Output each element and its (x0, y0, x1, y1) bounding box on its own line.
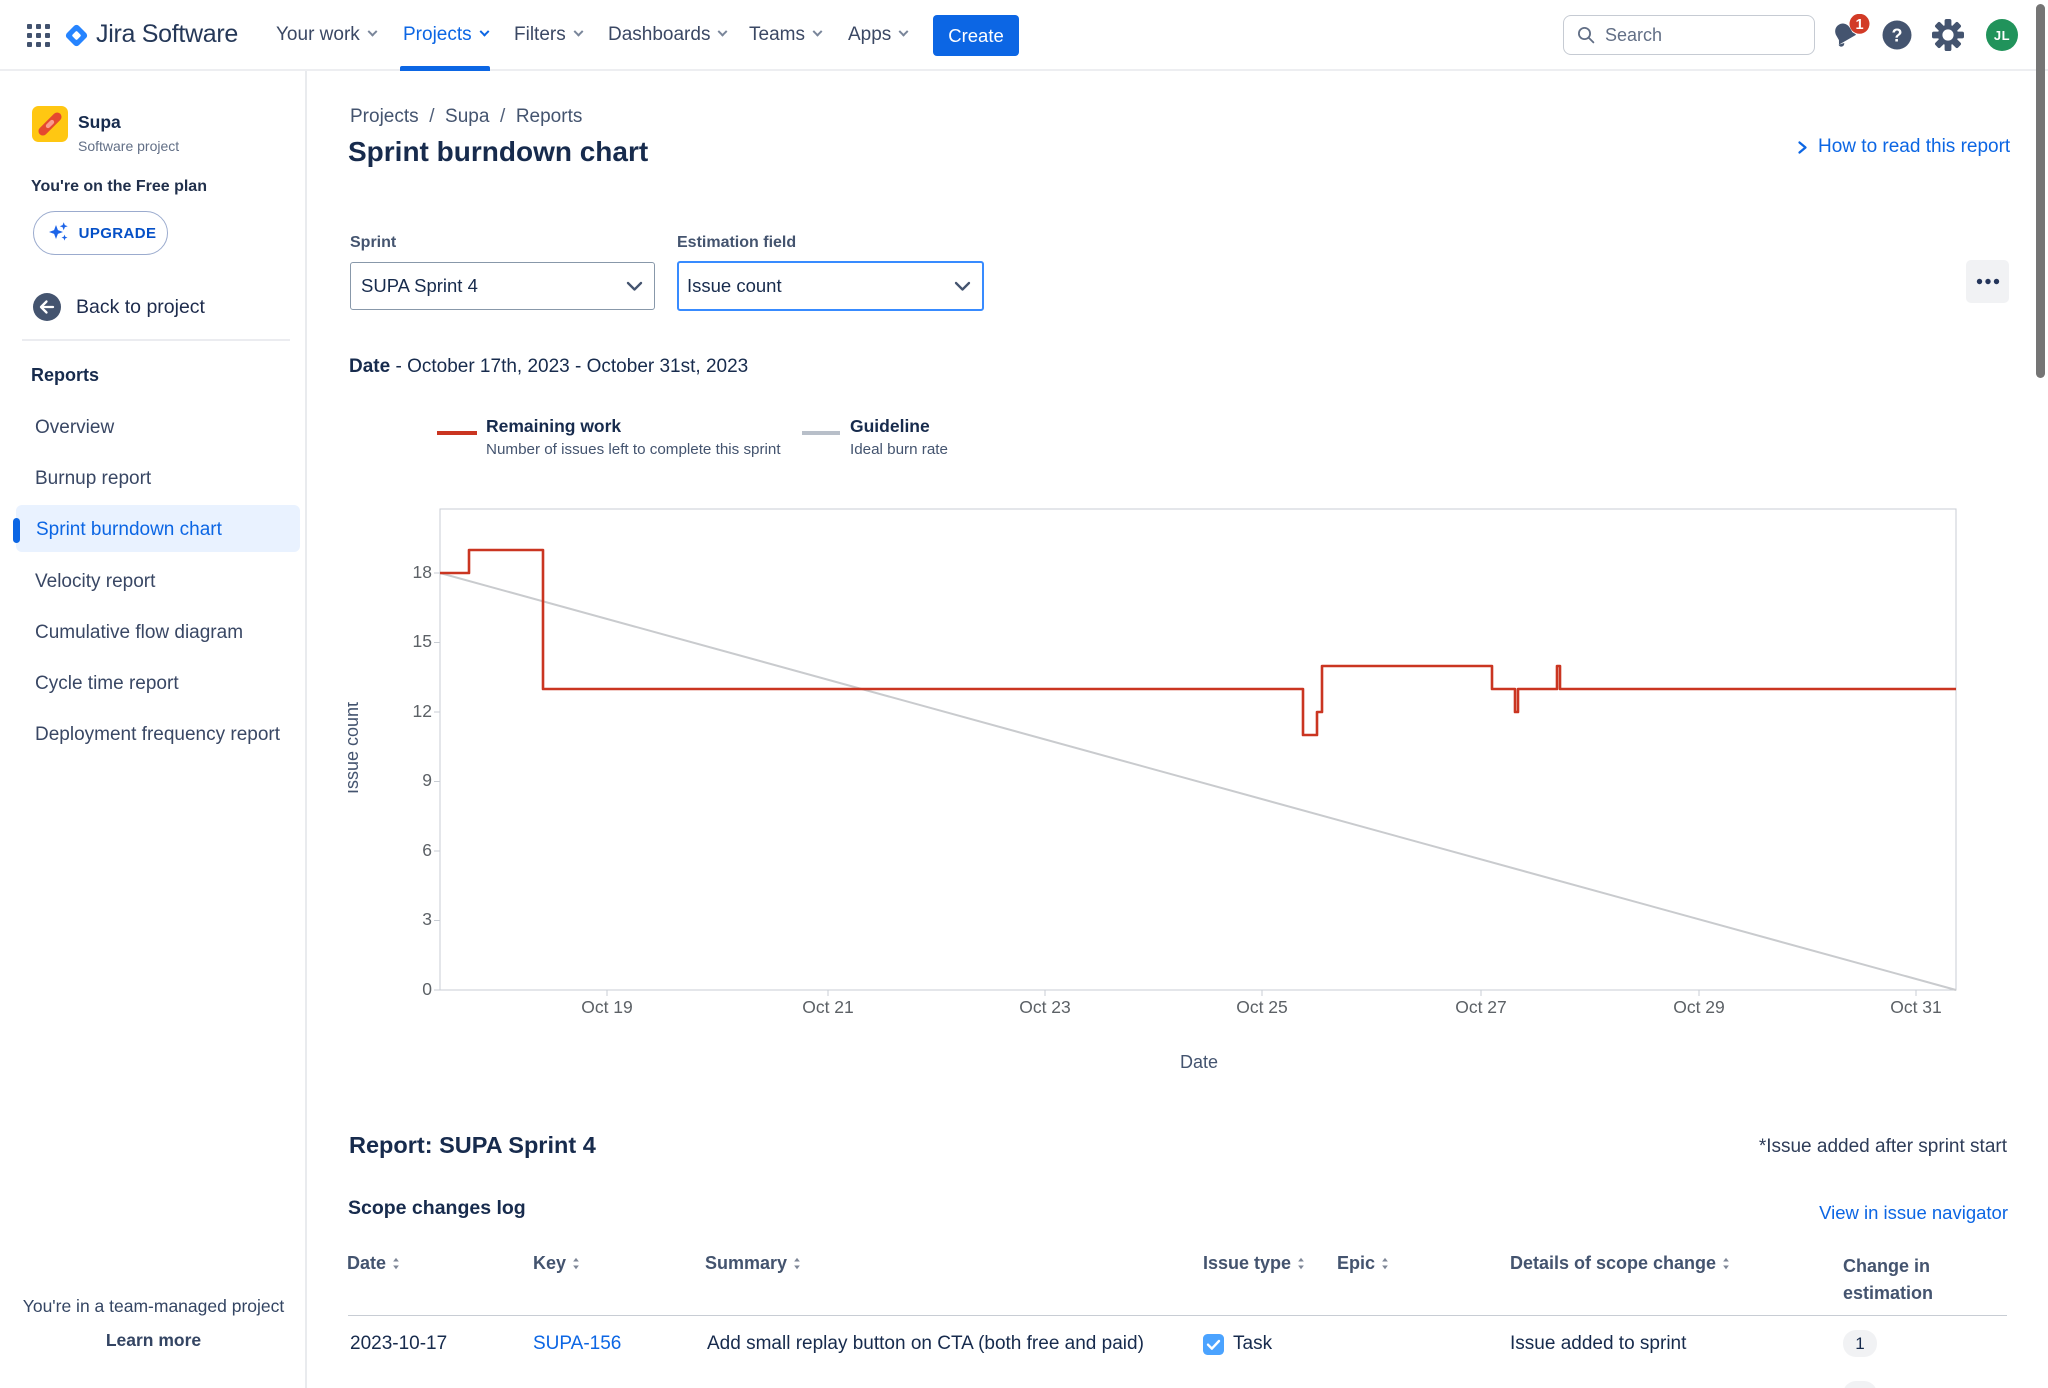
svg-text:15: 15 (413, 631, 432, 651)
svg-text:Oct 21: Oct 21 (802, 997, 854, 1017)
svg-text:Oct 19: Oct 19 (581, 997, 633, 1017)
svg-text:Issue count: Issue count (348, 702, 362, 794)
svg-text:0: 0 (422, 979, 432, 999)
svg-text:Oct 29: Oct 29 (1673, 997, 1725, 1017)
svg-text:3: 3 (422, 909, 432, 929)
svg-text:Oct 27: Oct 27 (1455, 997, 1507, 1017)
svg-text:6: 6 (422, 840, 432, 860)
svg-text:Oct 23: Oct 23 (1019, 997, 1071, 1017)
svg-text:9: 9 (422, 770, 432, 790)
svg-text:12: 12 (413, 701, 432, 721)
svg-text:?: ? (1892, 26, 1903, 46)
svg-text:Oct 31: Oct 31 (1890, 997, 1942, 1017)
svg-text:Date: Date (1180, 1052, 1218, 1072)
svg-text:18: 18 (413, 562, 432, 582)
svg-text:Oct 25: Oct 25 (1236, 997, 1288, 1017)
svg-text:1: 1 (1855, 17, 1863, 33)
